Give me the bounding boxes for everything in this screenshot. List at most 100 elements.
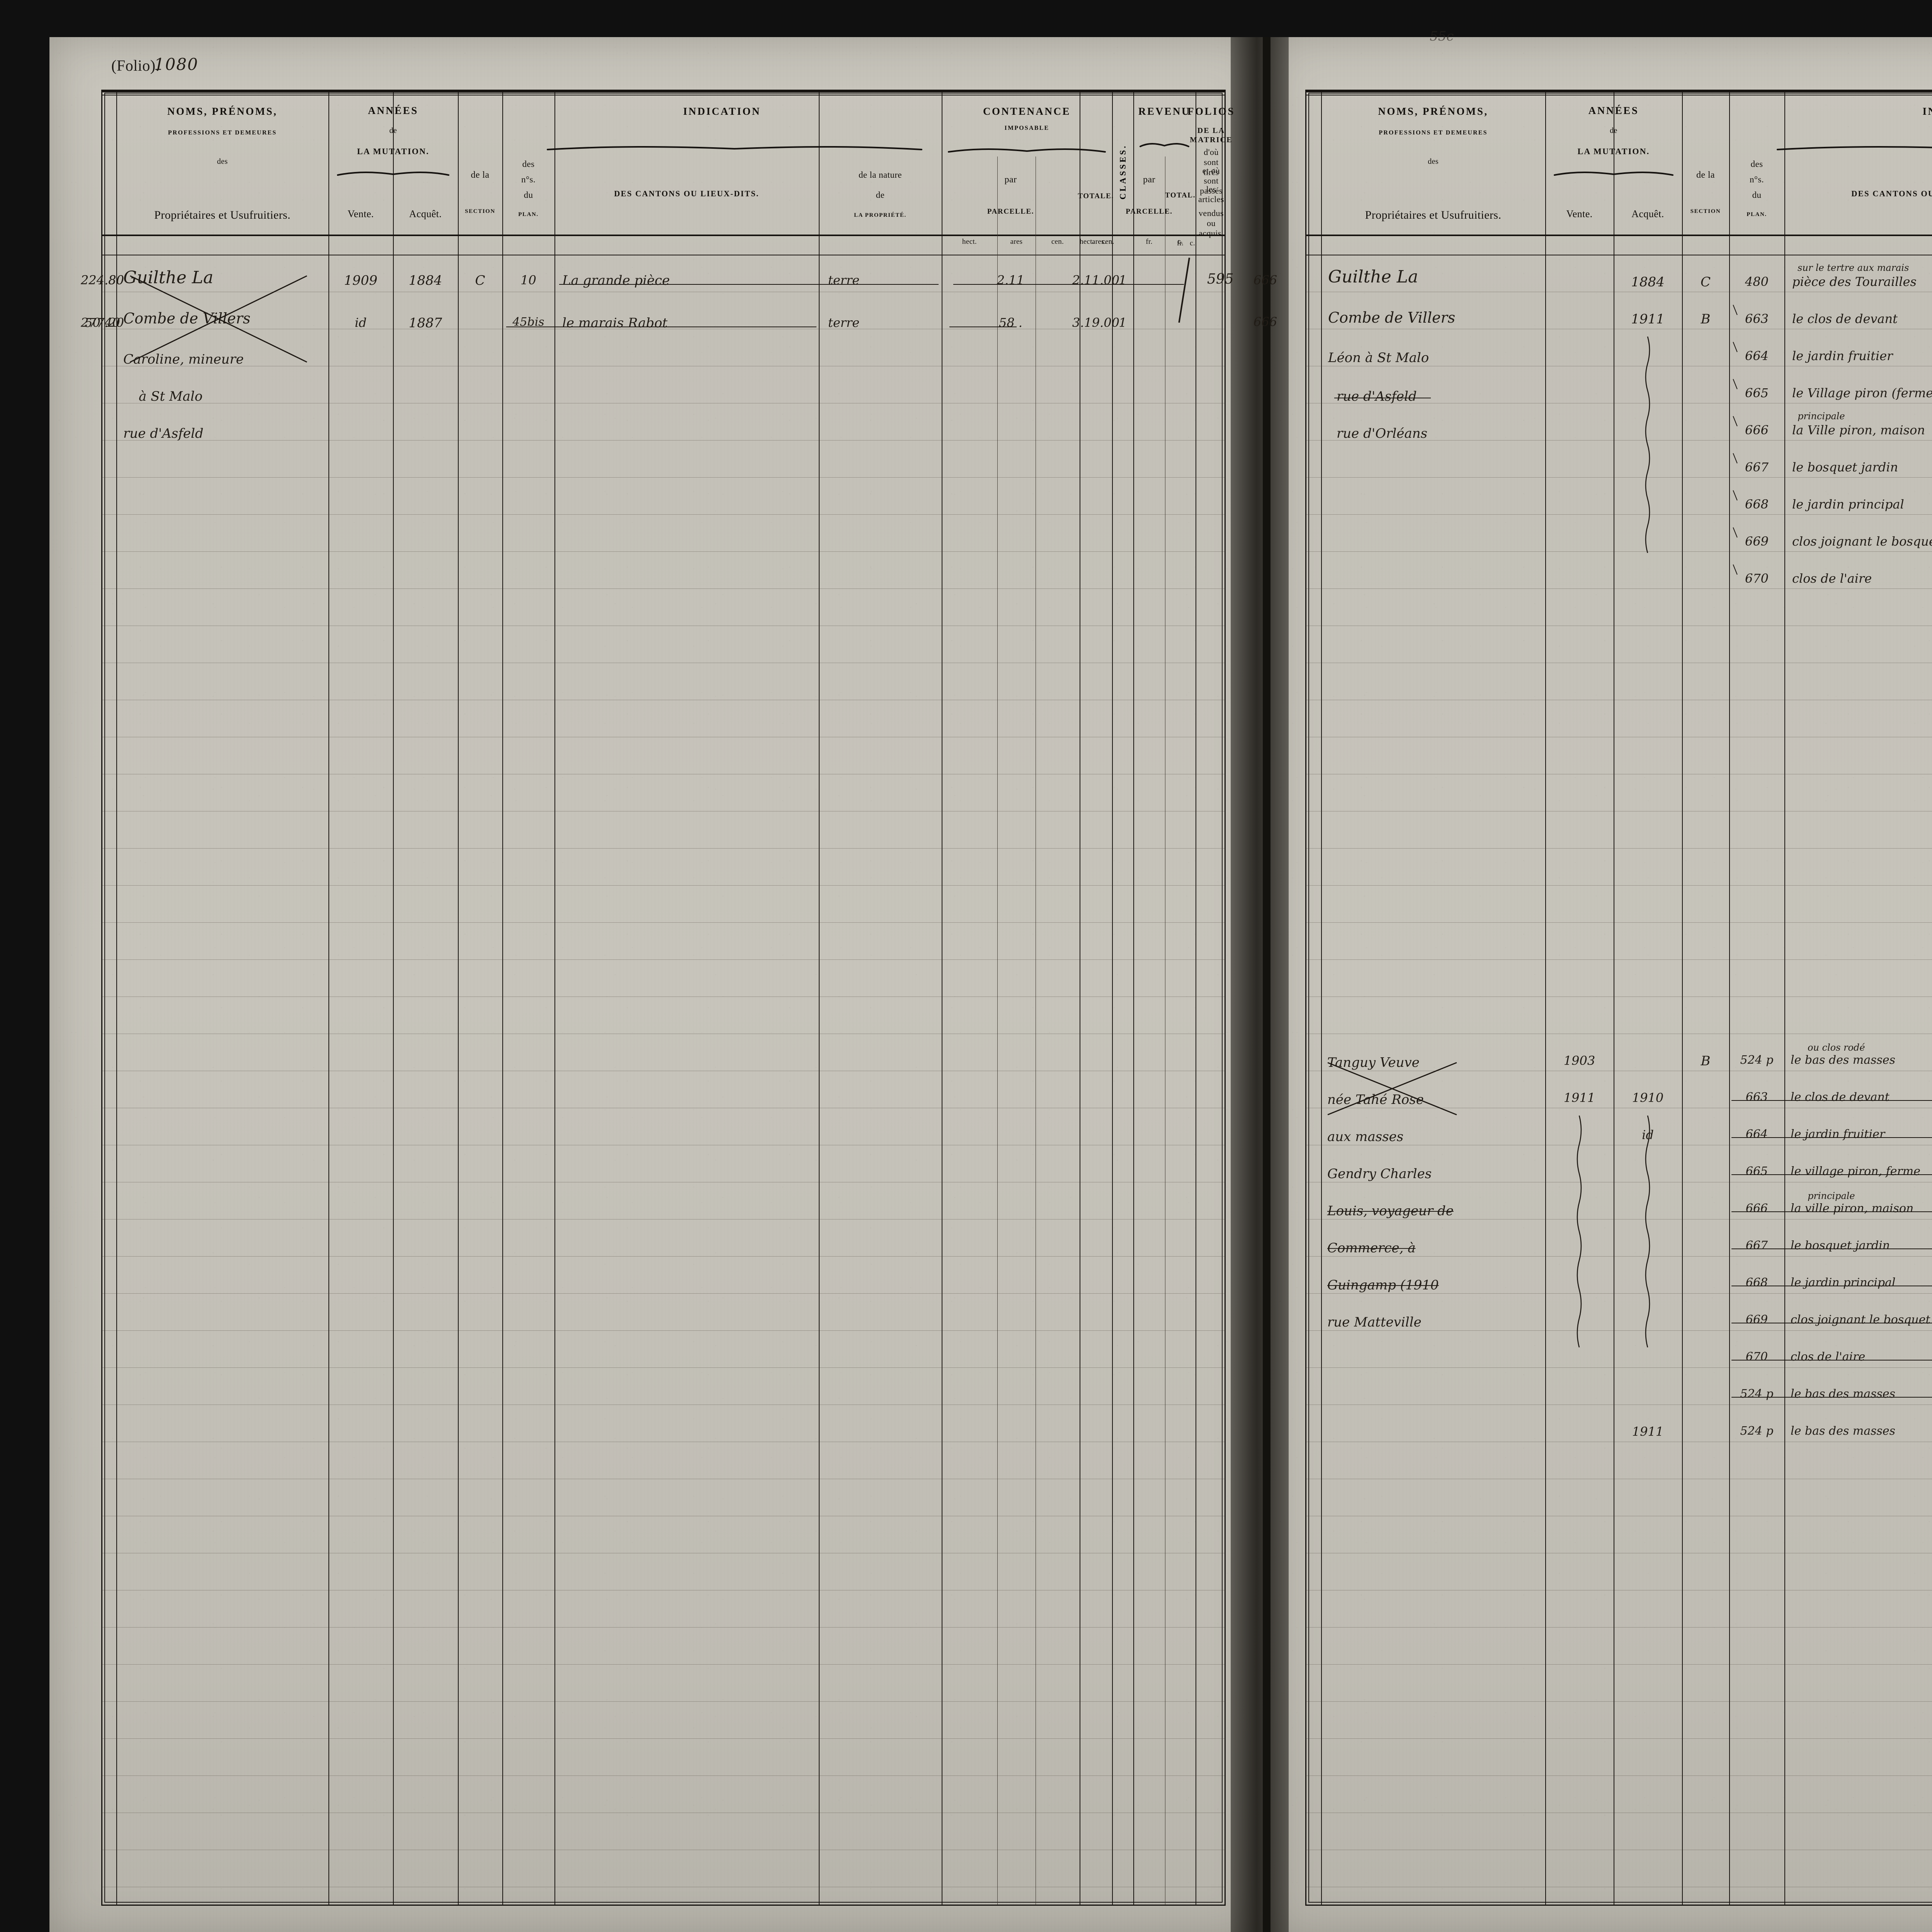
flourish-ornament bbox=[1139, 142, 1189, 149]
left-row-0-canton-strike bbox=[559, 284, 939, 285]
header-rule-2 bbox=[1306, 235, 1932, 236]
header-la-propriete: LA PROPRIÉTÉ. bbox=[854, 212, 906, 218]
left-folio-caption: (Folio 1080). bbox=[111, 56, 198, 75]
plan-tick-mark bbox=[1733, 488, 1743, 501]
header-plan-nos: n°s. bbox=[521, 175, 536, 184]
header-folios-articles: les articles bbox=[1198, 184, 1224, 204]
right-b2-row-3-canton: le village piron, ferme bbox=[1791, 1165, 1920, 1178]
unit-cen-parcelle: cen. bbox=[1051, 238, 1064, 246]
left-row-1-canton: le marais Rabot bbox=[562, 315, 668, 331]
ruled-line bbox=[1306, 1738, 1932, 1739]
right-b2-row-1-acquet: 1910 bbox=[1632, 1090, 1664, 1105]
left-row-0-numbers-strike bbox=[953, 284, 1184, 285]
header-section: SECTION bbox=[1690, 208, 1721, 214]
right-b1-owner-3: rue d'Asfeld bbox=[1337, 389, 1417, 404]
plan-tick-mark bbox=[1733, 302, 1743, 315]
left-row-1-owner-name: Combe de Villers bbox=[123, 310, 251, 327]
header-professions-demeures: PROFESSIONS ET DEMEURES bbox=[1379, 129, 1488, 136]
unit-hect-parcelle: hect. bbox=[962, 238, 977, 246]
right-b1-acquet-brace bbox=[1643, 337, 1653, 553]
right-b1-row-0-section: C bbox=[1700, 274, 1711, 290]
right-b1-row-2-canton: le jardin fruitier bbox=[1792, 349, 1893, 363]
right-b1-row-1-canton: le clos de devant bbox=[1792, 311, 1898, 326]
ruled-line bbox=[1306, 922, 1932, 923]
ruled-line bbox=[1306, 514, 1932, 515]
left-owner-extra-0: Caroline, mineure bbox=[123, 352, 244, 367]
center-margin-mark: 55c bbox=[1430, 29, 1454, 44]
right-b2-row-9-plan: 524 p bbox=[1740, 1387, 1774, 1401]
column-rule-6 bbox=[1784, 91, 1785, 1905]
left-row-0-acquet: 1884 bbox=[408, 273, 442, 288]
left-ledger-table: NOMS, PRÉNOMS, PROFESSIONS ET DEMEURES des… bbox=[81, 90, 1277, 1906]
right-b2-row-4-canton: la ville piron, maison bbox=[1791, 1202, 1914, 1215]
ruled-line bbox=[1306, 1256, 1932, 1257]
right-b2-owner-0: Tanguy Veuve bbox=[1327, 1055, 1420, 1070]
ruled-line bbox=[1306, 1664, 1932, 1665]
left-folio-close: ). bbox=[150, 57, 160, 74]
left-row-1-revenu-total: 277.20 bbox=[81, 315, 124, 330]
header-contenance-par: par bbox=[1004, 175, 1017, 185]
header-annees-de: de bbox=[389, 126, 397, 135]
header-plan-du: du bbox=[1752, 190, 1762, 200]
ruled-line bbox=[102, 1367, 1225, 1368]
right-b2-row-0-canton-2: ou clos rodé bbox=[1808, 1042, 1865, 1053]
ruled-line bbox=[102, 588, 1225, 589]
right-b2-owner-6: Guingamp (1910 bbox=[1327, 1277, 1439, 1293]
right-b2-owner-2: aux masses bbox=[1327, 1129, 1404, 1145]
right-b2-row-5-canton: le bosquet jardin bbox=[1791, 1239, 1890, 1252]
header-nature-de: de bbox=[876, 190, 885, 200]
column-rule-3 bbox=[393, 91, 394, 1905]
header-indication: INDICATION bbox=[1922, 105, 1932, 117]
flourish-ornament bbox=[1777, 145, 1932, 152]
ruled-line bbox=[1306, 1627, 1932, 1628]
header-folios-passes: et où sont passés bbox=[1200, 166, 1223, 196]
right-b2-owner-7: rue Matteville bbox=[1327, 1315, 1422, 1330]
right-b2-row-2-canton-strike bbox=[1731, 1137, 1932, 1138]
ruled-line bbox=[102, 848, 1225, 849]
unit-c-parcelle: c. bbox=[1177, 238, 1183, 246]
header-revenu-parcelle: PARCELLE. bbox=[1126, 207, 1173, 216]
right-b2-vente-brace bbox=[1574, 1116, 1584, 1347]
right-b1-owner-1: Combe de Villers bbox=[1328, 309, 1456, 326]
header-revenu-par: par bbox=[1143, 175, 1155, 185]
ruled-line bbox=[102, 1256, 1225, 1257]
flourish-ornament bbox=[337, 170, 449, 177]
ruled-line bbox=[102, 514, 1225, 515]
right-b2-row-2-plan: 664 bbox=[1745, 1128, 1768, 1141]
plan-tick-mark bbox=[1733, 451, 1743, 464]
left-owner-extra-2: rue d'Asfeld bbox=[123, 426, 204, 441]
header-annees: ANNÉES bbox=[1588, 105, 1639, 116]
right-b2-row-2-canton: le jardin fruitier bbox=[1791, 1128, 1885, 1141]
column-rule-4 bbox=[1682, 91, 1683, 1905]
left-row-1-folio-to: 666 bbox=[1253, 315, 1277, 329]
ruled-line bbox=[102, 1738, 1225, 1739]
left-folio-number: 1080 bbox=[154, 55, 199, 74]
unit-hect-totale: hect. bbox=[1079, 238, 1094, 246]
right-b2-row-4-plan: 666 bbox=[1745, 1202, 1768, 1215]
book-gutter-shadow bbox=[1231, 37, 1289, 1932]
header-classes-label: CLASSES. bbox=[1117, 144, 1128, 200]
ruled-line bbox=[102, 551, 1225, 552]
header-revenu-total: TOTAL. bbox=[1165, 191, 1196, 199]
plan-tick-mark bbox=[1733, 339, 1743, 352]
left-row-1-revenu-parcelle: 50 40 bbox=[85, 315, 120, 330]
header-de-la: de la bbox=[1696, 170, 1715, 180]
header-professions-demeures: PROFESSIONS ET DEMEURES bbox=[168, 129, 277, 136]
column-rule-2 bbox=[1545, 91, 1546, 1905]
ruled-line bbox=[102, 922, 1225, 923]
header-contenance: CONTENANCE bbox=[983, 105, 1071, 117]
right-b2-row-1-canton-strike bbox=[1731, 1100, 1932, 1101]
unit-ares-parcelle: ares bbox=[1010, 238, 1023, 246]
header-plan: PLAN. bbox=[518, 211, 539, 218]
ruled-line bbox=[102, 1627, 1225, 1628]
header-plan-des: des bbox=[1750, 159, 1763, 169]
right-b2-row-6-canton: le jardin principal bbox=[1791, 1276, 1896, 1289]
right-b1-row-7-plan: 669 bbox=[1745, 534, 1769, 549]
header-folios: FOLIOS bbox=[1187, 105, 1235, 117]
right-b2-owner-4: Louis, voyageur de bbox=[1327, 1203, 1454, 1219]
header-vente: Vente. bbox=[1566, 208, 1593, 219]
ruled-line bbox=[1306, 1330, 1932, 1331]
right-b2-row-5-plan: 667 bbox=[1745, 1239, 1768, 1252]
left-row-0-folio-to: 666 bbox=[1253, 273, 1277, 287]
right-ledger-table: NOMS, PRÉNOMS, PROFESSIONS ET DEMEURES des… bbox=[1305, 90, 1932, 1906]
